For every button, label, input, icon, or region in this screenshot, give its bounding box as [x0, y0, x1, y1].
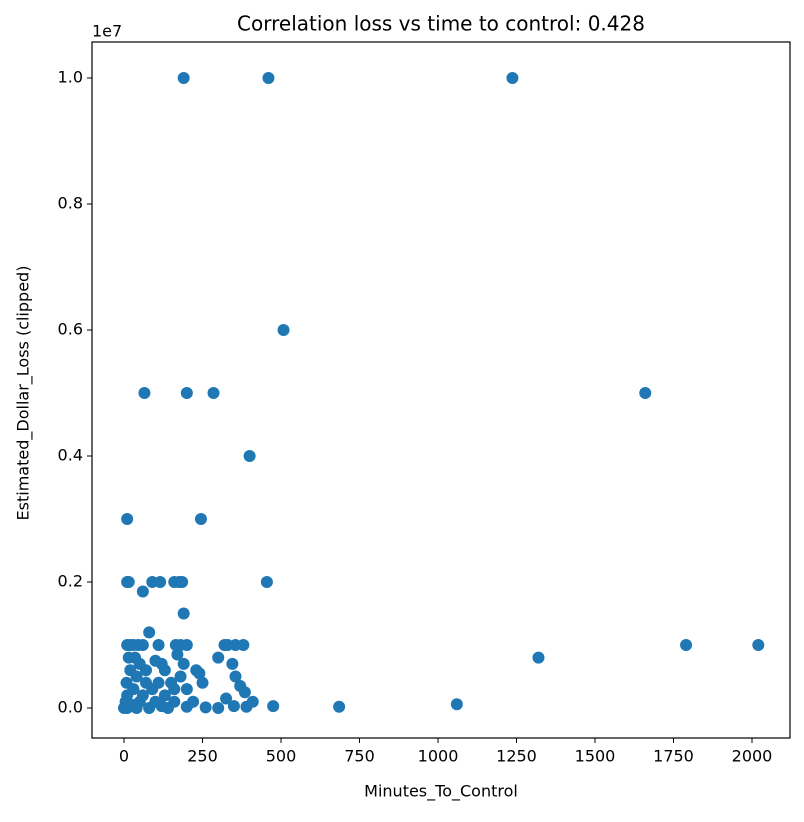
point: [212, 651, 225, 664]
x-tick-label: 500: [266, 747, 297, 766]
point: [138, 386, 151, 399]
point: [212, 702, 225, 715]
point: [121, 512, 134, 525]
point: [199, 701, 212, 714]
point: [136, 585, 149, 598]
point: [174, 670, 187, 683]
point: [129, 651, 142, 664]
x-tick-label: 2000: [732, 747, 773, 766]
point: [180, 639, 193, 652]
point: [227, 700, 240, 713]
x-tick-label: 250: [187, 747, 218, 766]
point: [238, 686, 251, 699]
point: [220, 692, 233, 705]
point: [680, 639, 693, 652]
point: [143, 626, 156, 639]
x-tick-label: 750: [344, 747, 375, 766]
point: [506, 71, 519, 84]
point: [226, 657, 239, 670]
point: [155, 657, 168, 670]
point: [177, 71, 190, 84]
point: [450, 698, 463, 711]
x-tick-label: 0: [119, 747, 129, 766]
chart-title: Correlation loss vs time to control: 0.4…: [237, 12, 645, 36]
point: [639, 386, 652, 399]
point: [176, 576, 189, 589]
point: [260, 576, 273, 589]
point: [171, 648, 184, 661]
x-tick-label: 1000: [418, 747, 459, 766]
y-tick-label: 1.0: [58, 67, 83, 86]
point: [136, 639, 149, 652]
point: [237, 639, 250, 652]
point: [243, 449, 256, 462]
plot-area: [118, 71, 765, 715]
point: [333, 700, 346, 713]
point: [177, 607, 190, 620]
y-axis-label: Estimated_Dollar_Loss (clipped): [14, 266, 34, 521]
point: [158, 689, 171, 702]
point: [120, 676, 133, 689]
point: [140, 664, 153, 677]
point: [194, 512, 207, 525]
point: [277, 323, 290, 336]
point: [130, 702, 143, 715]
x-tick-label: 1500: [575, 747, 616, 766]
point: [196, 676, 209, 689]
point: [240, 700, 253, 713]
point: [532, 651, 545, 664]
y-tick-label: 0.8: [58, 193, 83, 212]
y-tick-label: 0.4: [58, 445, 83, 464]
point: [168, 683, 181, 696]
y-tick-label: 0.6: [58, 319, 83, 338]
point: [130, 670, 143, 683]
point: [262, 71, 275, 84]
point: [152, 639, 165, 652]
point: [187, 695, 200, 708]
point: [229, 670, 242, 683]
y-offset-label: 1e7: [92, 22, 122, 41]
point: [154, 576, 167, 589]
point: [180, 683, 193, 696]
y-tick-label: 0.0: [58, 698, 83, 717]
axes-frame: [91, 41, 791, 739]
x-tick-label: 1250: [496, 747, 537, 766]
point: [149, 695, 162, 708]
x-axis-label: Minutes_To_Control: [364, 782, 518, 802]
y-tick-label: 0.2: [58, 572, 83, 591]
point: [267, 700, 280, 713]
x-tick-label: 1750: [653, 747, 694, 766]
point: [136, 689, 149, 702]
point: [152, 676, 165, 689]
point: [190, 664, 203, 677]
point: [177, 657, 190, 670]
point: [180, 386, 193, 399]
point: [207, 386, 220, 399]
point: [752, 639, 765, 652]
point: [161, 702, 174, 715]
point: [122, 576, 135, 589]
